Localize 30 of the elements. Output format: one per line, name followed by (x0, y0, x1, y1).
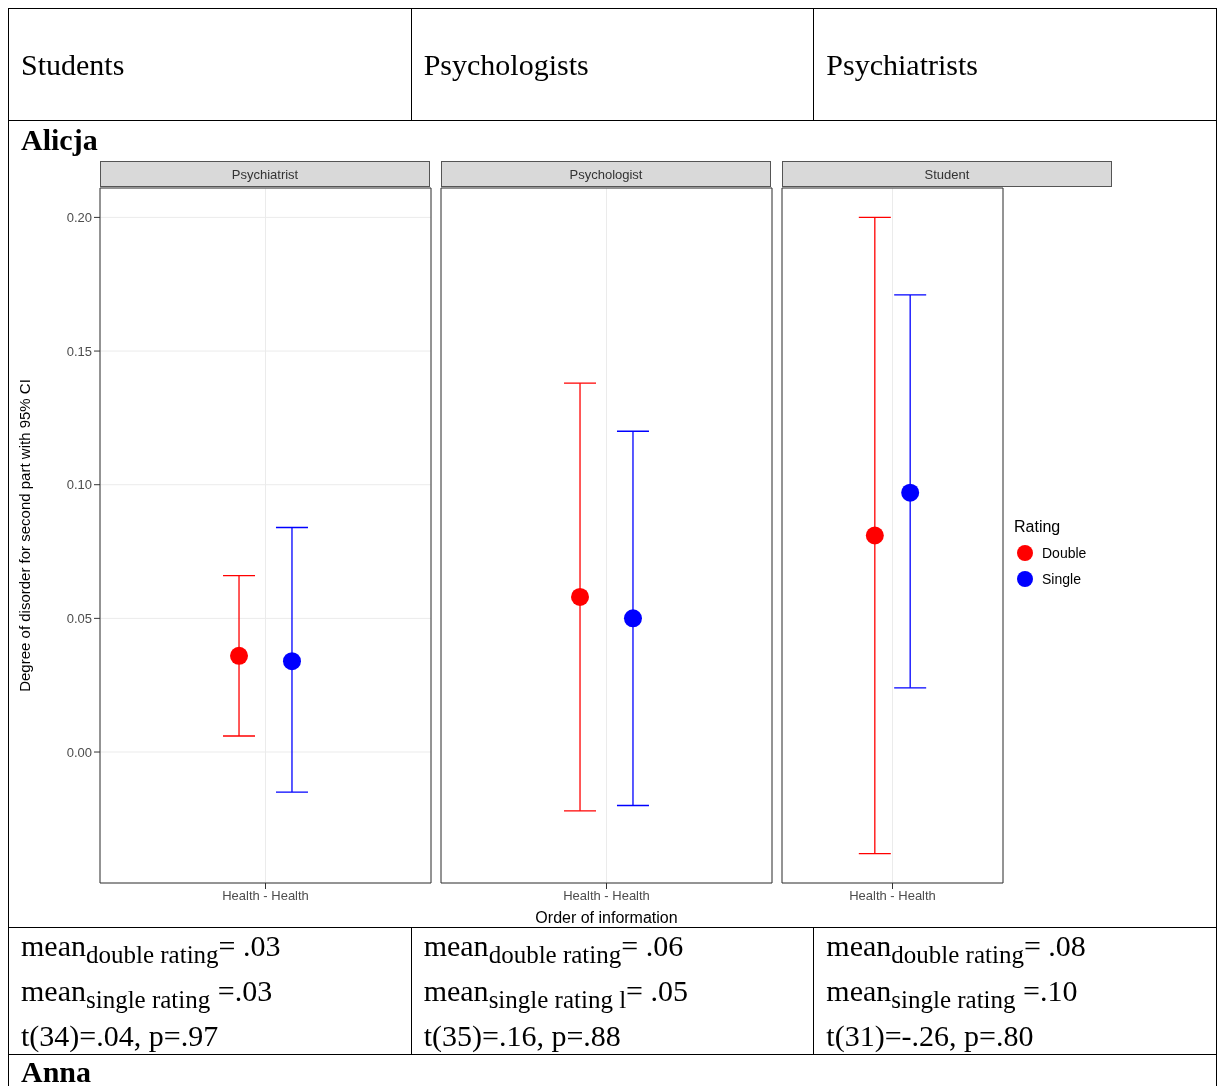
text: t(31)=-.26, p=.80 (826, 1019, 1034, 1052)
chart-title: Psychologist (569, 167, 643, 182)
text: mean$_{single rating l}$= .05 (423, 974, 689, 1013)
text: mean$_{double rating}$= .03 (21, 929, 281, 968)
text: mean$_{single rating}$ =.10 (826, 974, 1078, 1013)
text: Students (21, 47, 125, 81)
y-tick-label: 0.20 (66, 210, 92, 226)
legend-label: Double (1042, 545, 1087, 561)
text: Alicja (21, 123, 98, 156)
chart-title: Student (924, 167, 970, 182)
x-tick-label: Health - Health (222, 888, 309, 904)
text: mean$_{double rating}$= .08 (826, 929, 1086, 968)
x-axis-title: Order of information (535, 909, 678, 926)
legend-title: Rating (1014, 518, 1061, 535)
x-tick-label: Health - Health (849, 888, 936, 904)
text: mean$_{single rating}$ =.03 (21, 974, 273, 1013)
text: mean$_{double rating}$= .06 (423, 929, 684, 968)
text: Psychologists (423, 47, 589, 81)
y-tick-label: 0.05 (66, 610, 92, 626)
y-axis-title: Degree of disorder for second part with 95% CI (16, 379, 34, 692)
legend-label: Single (1042, 571, 1081, 587)
y-tick-label: 0.00 (66, 744, 92, 760)
text: Anna (21, 1055, 92, 1086)
y-tick-label: 0.15 (66, 343, 92, 359)
chart-title: Psychiatrist (231, 167, 299, 182)
text: Psychiatrists (826, 47, 978, 81)
y-tick-label: 0.10 (66, 477, 92, 493)
text: t(35)=.16, p=.88 (423, 1019, 621, 1052)
x-tick-label: Health - Health (563, 888, 650, 904)
text: t(34)=.04, p=.97 (21, 1019, 219, 1052)
